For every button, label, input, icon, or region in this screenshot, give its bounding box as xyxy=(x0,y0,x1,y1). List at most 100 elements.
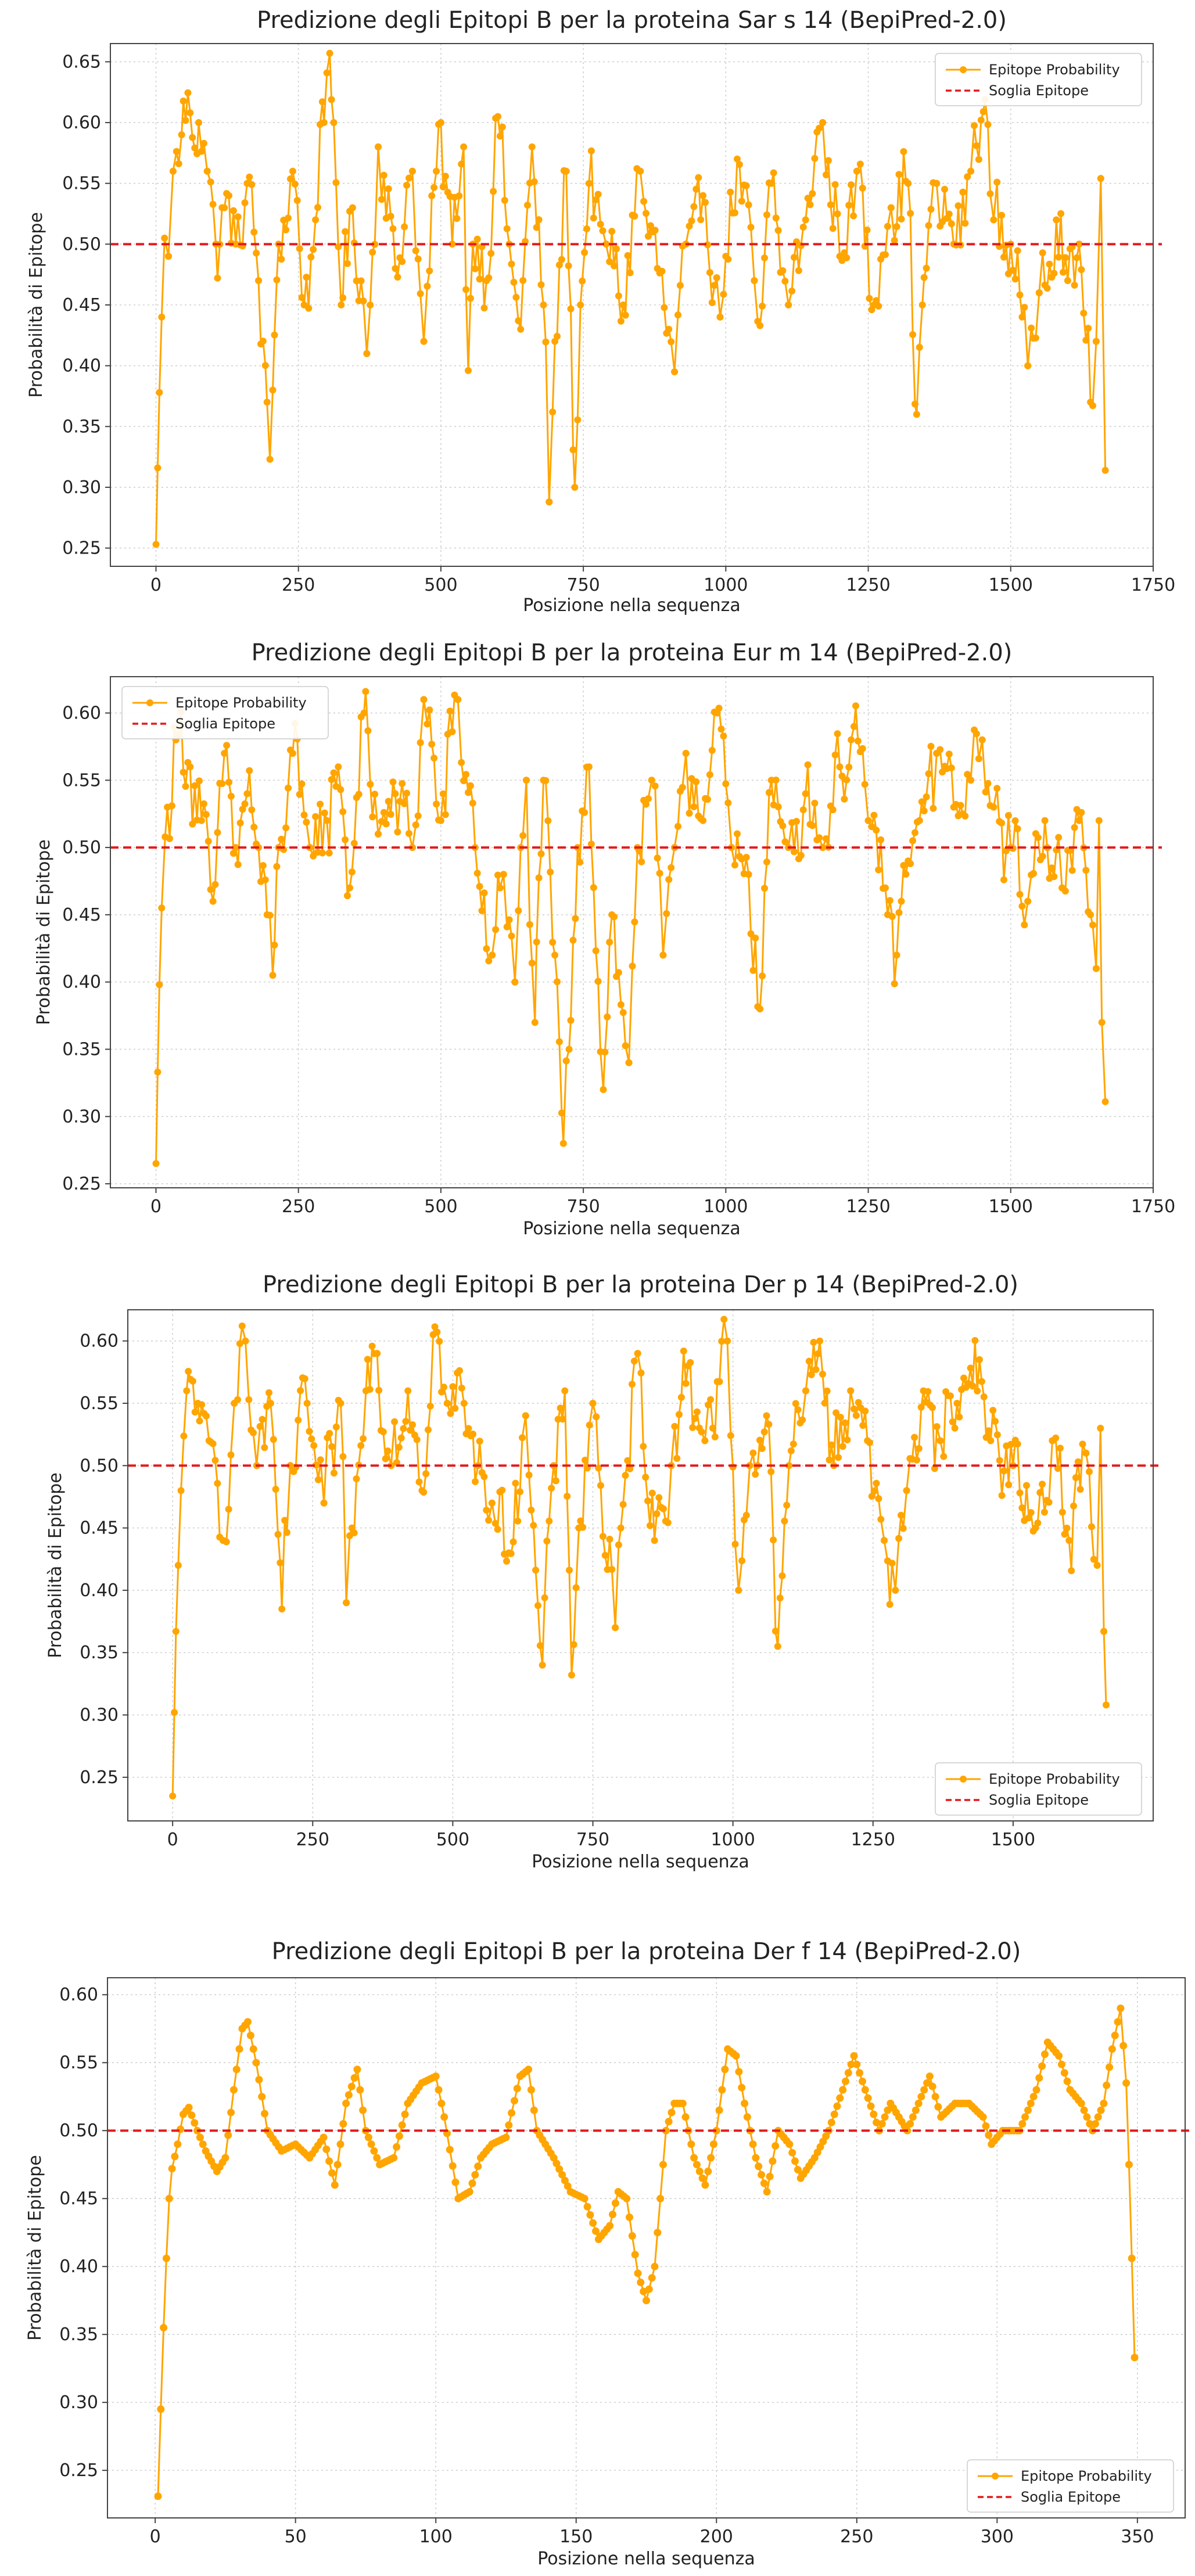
data-point xyxy=(671,1422,679,1430)
data-point xyxy=(498,123,506,131)
data-point xyxy=(566,1567,573,1574)
data-point xyxy=(842,2077,849,2085)
data-point xyxy=(990,216,997,224)
data-point xyxy=(651,782,659,790)
data-point xyxy=(474,2162,482,2171)
data-point xyxy=(686,810,693,817)
data-point xyxy=(982,788,989,796)
data-point xyxy=(960,1374,967,1382)
data-point xyxy=(209,1440,217,1447)
data-point xyxy=(263,398,271,406)
data-point xyxy=(864,2094,872,2102)
data-point xyxy=(664,1519,672,1526)
data-point xyxy=(285,784,292,792)
data-point xyxy=(572,1584,580,1591)
data-point xyxy=(816,124,823,132)
data-point xyxy=(808,1371,815,1378)
data-point xyxy=(350,239,358,247)
data-point xyxy=(331,2181,339,2189)
data-point xyxy=(186,763,194,771)
data-point xyxy=(895,909,903,917)
data-point xyxy=(870,811,878,819)
data-point xyxy=(225,1506,232,1513)
data-point xyxy=(405,830,412,837)
data-point xyxy=(472,1478,479,1485)
data-point xyxy=(679,2099,687,2107)
data-point xyxy=(1072,1474,1079,1481)
data-point xyxy=(185,1368,192,1375)
data-point xyxy=(925,222,932,229)
data-point xyxy=(831,751,839,759)
data-point xyxy=(832,1409,840,1417)
data-point xyxy=(637,2279,645,2286)
data-point xyxy=(178,131,185,138)
data-point xyxy=(850,2052,858,2060)
data-point xyxy=(677,1393,685,1401)
y-tick-label: 0.30 xyxy=(80,1705,119,1726)
data-point xyxy=(689,1424,697,1431)
data-point xyxy=(839,1443,846,1450)
data-point xyxy=(492,926,500,933)
data-point xyxy=(704,2167,712,2175)
data-point xyxy=(848,736,855,743)
data-point xyxy=(698,2174,706,2182)
x-axis-label: Posizione nella sequenza xyxy=(523,1219,741,1239)
data-point xyxy=(996,1457,1003,1464)
data-point xyxy=(586,1421,593,1429)
data-point xyxy=(909,2113,917,2121)
data-point xyxy=(234,861,242,868)
data-point xyxy=(169,1792,177,1800)
data-point xyxy=(382,1455,389,1463)
x-tick-label: 750 xyxy=(566,575,600,595)
data-point xyxy=(758,2171,766,2179)
data-point xyxy=(909,331,917,338)
data-point xyxy=(543,1537,551,1545)
data-point xyxy=(517,325,525,333)
data-point xyxy=(882,884,889,892)
data-point xyxy=(848,181,855,189)
data-point xyxy=(266,455,274,463)
data-point xyxy=(567,1016,575,1024)
grid-eur-m-14 xyxy=(110,677,1154,1188)
data-point xyxy=(380,809,387,816)
data-point xyxy=(615,1541,622,1549)
data-point xyxy=(530,1522,537,1529)
data-point xyxy=(330,1470,338,1477)
data-point xyxy=(766,2172,774,2180)
data-point xyxy=(1046,260,1053,268)
data-point xyxy=(385,185,392,193)
y-tick-label: 0.50 xyxy=(80,1456,119,1476)
data-point xyxy=(925,770,932,778)
x-tick-label: 750 xyxy=(566,1197,600,1217)
data-point xyxy=(841,1419,849,1427)
data-point xyxy=(435,2086,443,2094)
chart-title: Predizione degli Epitopi B per la protei… xyxy=(263,1271,1018,1298)
data-point xyxy=(229,207,237,214)
data-point xyxy=(379,1428,387,1436)
data-point xyxy=(196,777,203,785)
data-point xyxy=(259,337,267,345)
data-point xyxy=(255,2076,263,2083)
data-point xyxy=(550,2154,558,2162)
data-point xyxy=(446,2146,454,2154)
data-point xyxy=(168,802,175,810)
data-point xyxy=(590,884,597,892)
data-point xyxy=(554,978,561,986)
data-point xyxy=(661,304,668,311)
x-tick-label: 50 xyxy=(285,2527,307,2547)
data-point xyxy=(392,265,399,272)
data-point xyxy=(422,1470,430,1478)
data-point xyxy=(1073,254,1081,261)
data-point xyxy=(648,777,655,784)
y-tick-label: 0.45 xyxy=(62,905,101,925)
data-point xyxy=(328,1443,336,1450)
data-point xyxy=(1034,834,1042,841)
data-point xyxy=(485,957,493,965)
chart-svg-eur-m-14: 0 250 500 750 1000 1250 1500 17500.250.300.350.… xyxy=(34,639,1175,1239)
data-point xyxy=(353,2065,361,2074)
data-point xyxy=(1080,310,1088,317)
data-point xyxy=(760,1428,768,1436)
data-point xyxy=(805,1357,813,1365)
data-point xyxy=(854,737,862,745)
data-point xyxy=(335,243,342,250)
